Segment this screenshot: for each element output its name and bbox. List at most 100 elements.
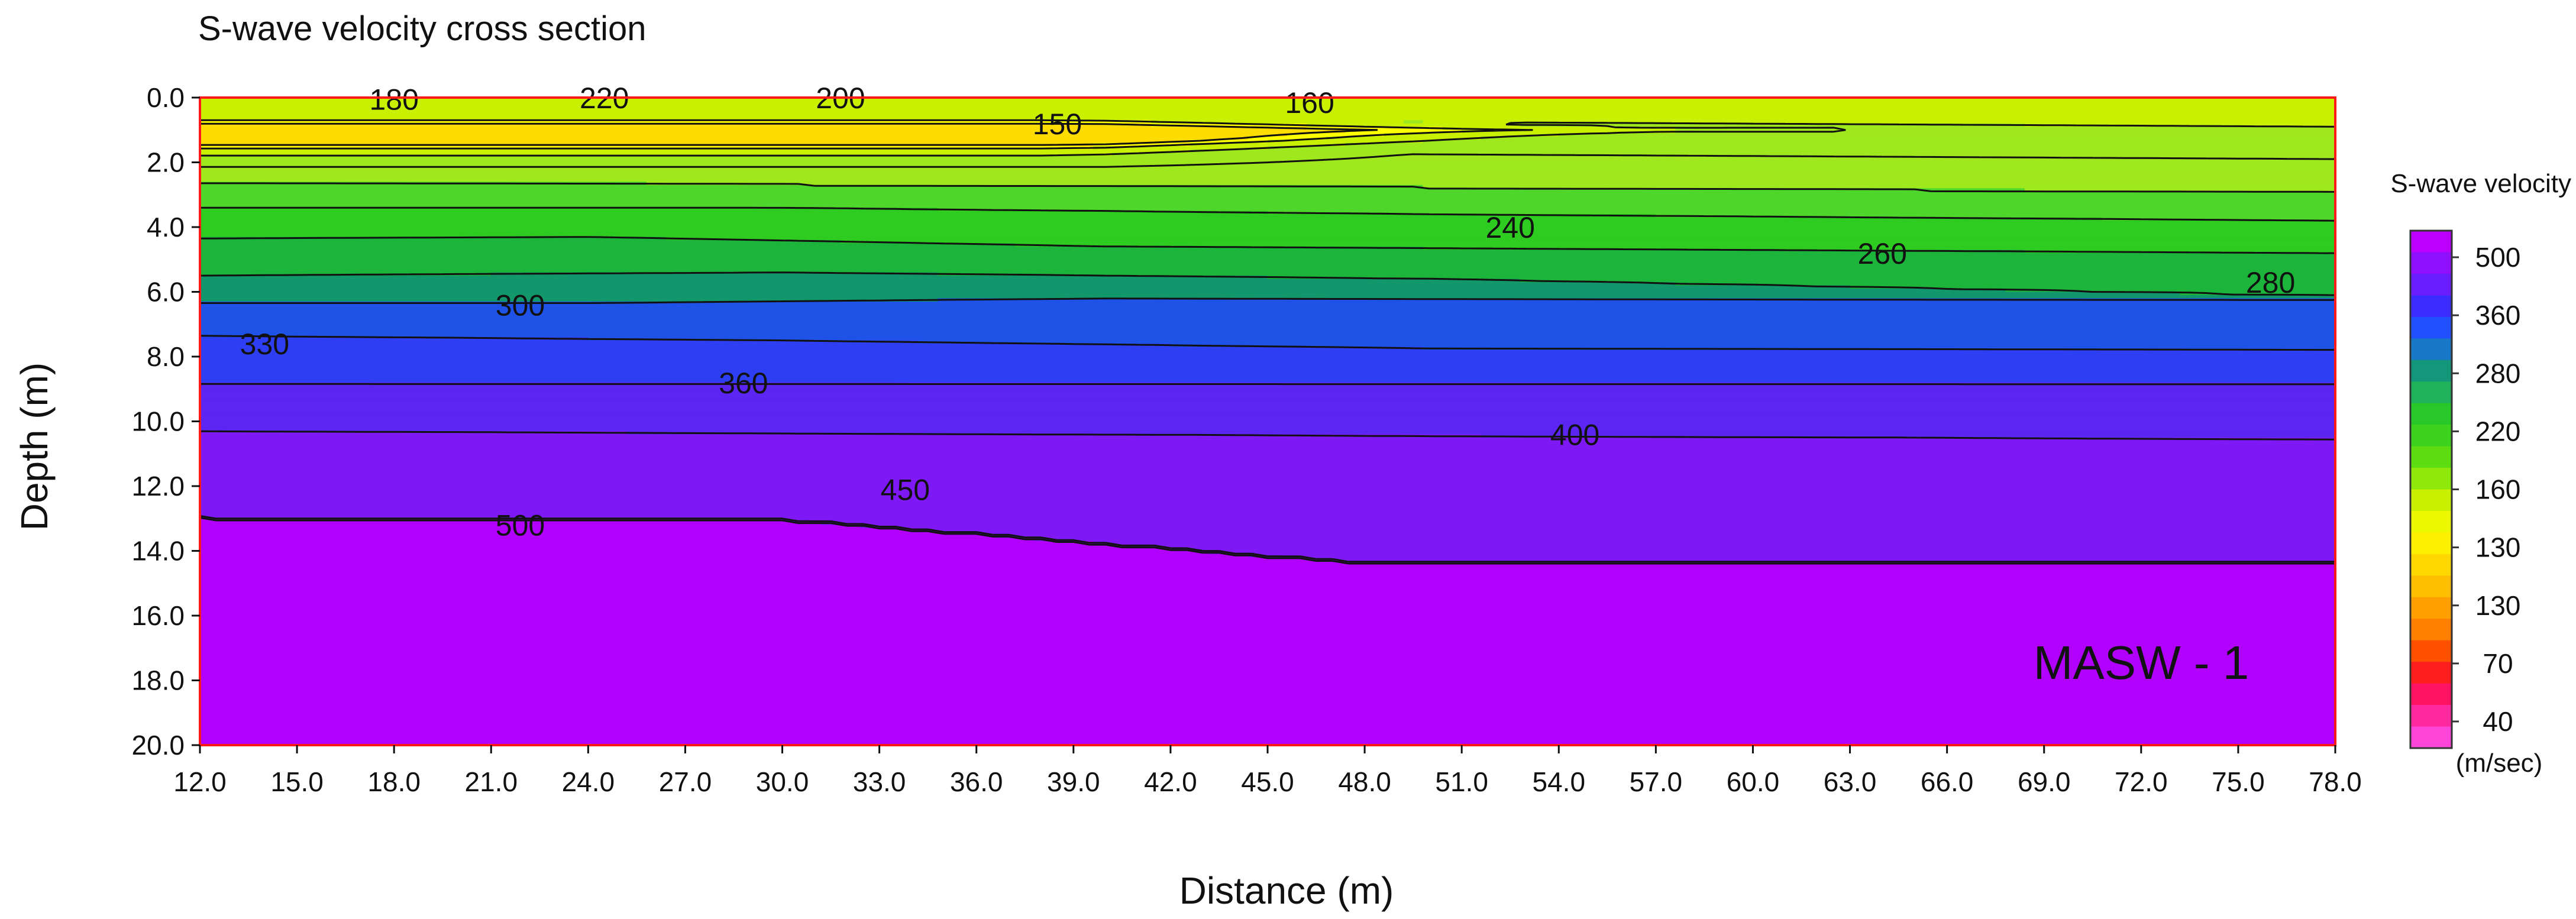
velocity-cell [200, 276, 1268, 280]
velocity-cell [200, 603, 2335, 607]
x-tick-label: 78.0 [2309, 766, 2362, 797]
velocity-cell [200, 171, 2335, 176]
velocity-cell [200, 548, 1171, 552]
velocity-cell [956, 531, 2335, 536]
velocity-cell [200, 334, 2335, 338]
colorbar-swatch [2410, 640, 2452, 662]
velocity-cell [200, 687, 2335, 691]
profile-annotation: MASW - 1 [2034, 636, 2249, 689]
contour-line-300 [200, 297, 2335, 304]
colorbar-swatch [2410, 252, 2452, 274]
velocity-cell [200, 535, 997, 539]
velocity-cell [200, 246, 1424, 251]
y-tick-label: 12.0 [131, 471, 185, 501]
velocity-cell [1093, 146, 1268, 150]
velocity-cell [200, 557, 1307, 561]
velocity-cell [1268, 146, 2335, 150]
velocity-cell [1209, 551, 2335, 555]
velocity-cell [200, 337, 589, 341]
velocity-bands [200, 98, 2335, 745]
velocity-cell [1462, 130, 1676, 134]
velocity-cell [200, 373, 2335, 377]
velocity-cell [200, 522, 822, 526]
velocity-cell [200, 224, 2335, 228]
x-tick-label: 63.0 [1824, 766, 1877, 797]
velocity-cell [200, 525, 861, 529]
velocity-cell [918, 340, 2335, 345]
colorbar-label: 160 [2475, 474, 2521, 505]
x-tick-label: 33.0 [853, 766, 906, 797]
velocity-cell [200, 123, 1152, 128]
colorbar-swatch [2410, 619, 2452, 641]
velocity-cell [200, 230, 2335, 234]
y-tick-label: 2.0 [147, 147, 185, 178]
x-tick-label: 51.0 [1435, 766, 1488, 797]
y-tick-label: 4.0 [147, 212, 185, 242]
colorbar-label: 360 [2475, 300, 2521, 331]
velocity-cell [1132, 544, 2335, 549]
x-tick-label: 69.0 [2018, 766, 2071, 797]
velocity-cell [200, 175, 2335, 179]
velocity-cell [1423, 185, 2335, 189]
velocity-cell [200, 674, 2335, 678]
velocity-cell [200, 153, 1113, 157]
colorbar-swatch [2410, 360, 2452, 382]
velocity-cell [200, 444, 2335, 448]
velocity-cell [1423, 140, 2335, 144]
velocity-cell [200, 454, 2335, 458]
velocity-cell [200, 169, 2335, 173]
y-tick-label: 10.0 [131, 406, 185, 437]
velocity-cell [200, 641, 2335, 646]
contour-line-280 [200, 271, 2335, 296]
velocity-cell [200, 486, 2335, 490]
velocity-cell [200, 243, 1016, 247]
velocity-cell [200, 227, 2335, 231]
velocity-cell [1520, 279, 2335, 283]
velocity-cell [1442, 127, 1676, 131]
velocity-cell [1170, 344, 2335, 348]
contour-label: 400 [1550, 418, 1599, 451]
contour-line-150 [200, 122, 1378, 146]
velocity-cell [200, 344, 1171, 348]
velocity-cell [200, 424, 2335, 429]
velocity-cell [200, 450, 2335, 455]
colorbar-swatch [2410, 425, 2452, 447]
velocity-cell [200, 188, 2025, 192]
velocity-cell [200, 467, 2335, 471]
y-axis-ticks: 0.0 2.0 4.0 6.0 8.0 10.0 12.0 14.0 16.0 18.0 20.0 [131, 82, 200, 761]
velocity-cell [200, 609, 2335, 613]
colorbar-swatch [2410, 381, 2452, 404]
velocity-cell [200, 583, 2335, 587]
velocity-cell [200, 117, 2335, 121]
velocity-cell [200, 321, 2335, 325]
y-tick-label: 0.0 [147, 82, 185, 113]
velocity-cell [1170, 548, 2335, 552]
velocity-cell [1035, 538, 2335, 542]
velocity-cell [1675, 282, 2335, 286]
colorbar-swatch [2410, 575, 2452, 598]
colorbar-swatch [2410, 231, 2452, 253]
velocity-cell [200, 240, 841, 244]
velocity-cell [200, 120, 1152, 124]
velocity-cell [665, 237, 2335, 241]
velocity-cell [200, 327, 2335, 332]
velocity-cell [200, 127, 1307, 131]
velocity-cell [200, 560, 1346, 565]
x-tick-label: 75.0 [2212, 766, 2265, 797]
velocity-cell [588, 337, 2335, 341]
velocity-cell [200, 599, 2335, 604]
velocity-cell [200, 331, 2335, 335]
velocity-cell [200, 259, 2335, 264]
x-tick-label: 15.0 [270, 766, 324, 797]
velocity-cell [1151, 123, 1307, 128]
colorbar-label: 130 [2475, 590, 2521, 621]
velocity-cell [200, 392, 2335, 396]
colorbar-swatch [2410, 554, 2452, 576]
velocity-cell [938, 272, 2335, 277]
velocity-cell [200, 661, 2335, 665]
velocity-cell [200, 696, 2335, 701]
x-tick-label: 18.0 [367, 766, 421, 797]
velocity-cell [200, 645, 2335, 649]
velocity-cell [200, 693, 2335, 697]
velocity-cell [200, 457, 2335, 461]
